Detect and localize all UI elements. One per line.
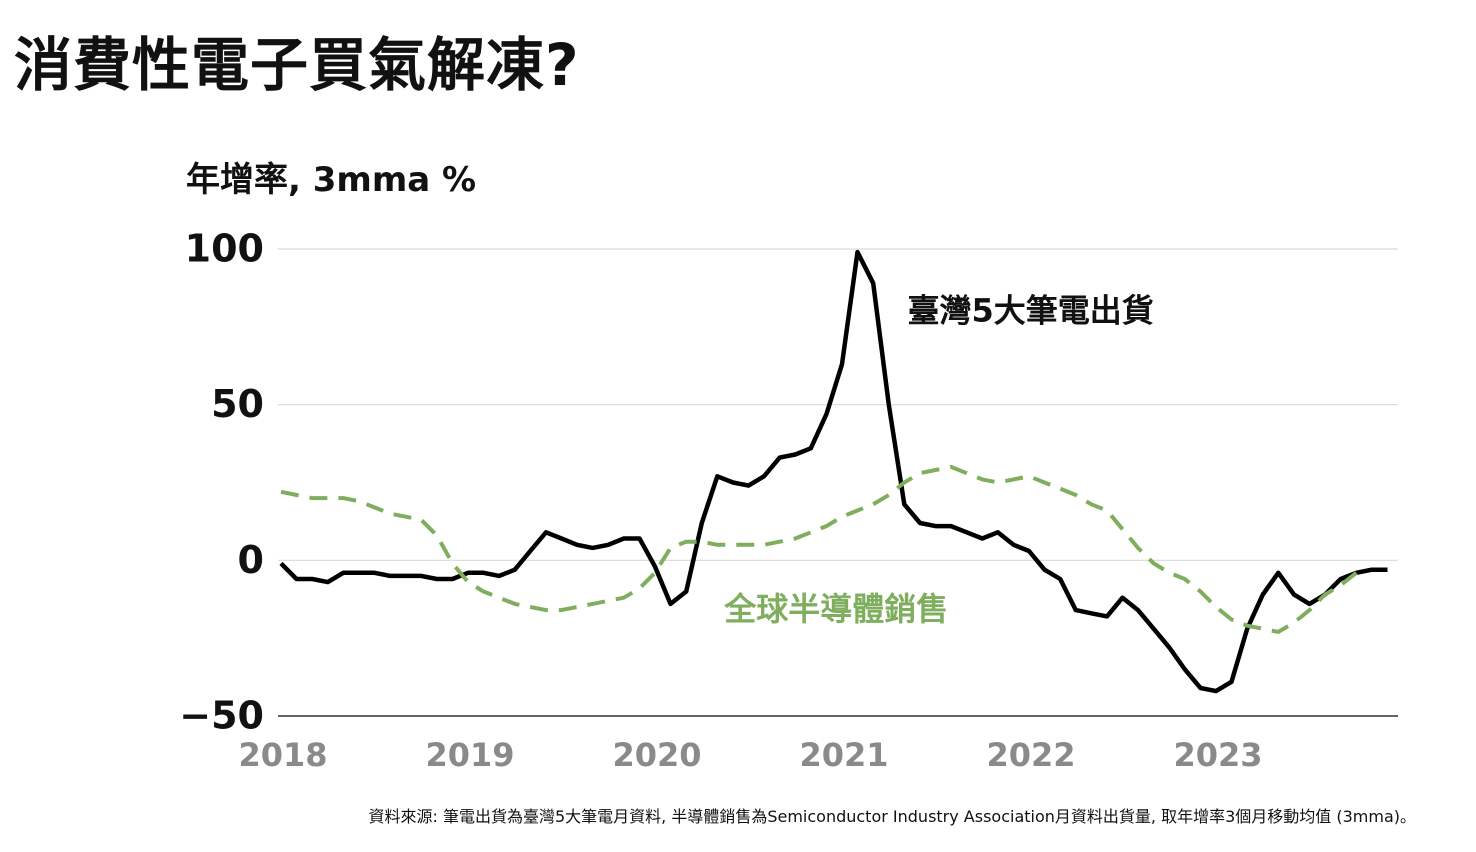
- y-tick-labels: 100 50 0 −50: [179, 227, 264, 738]
- series-label-semiconductor-sales: 全球半導體銷售: [723, 590, 948, 628]
- x-tick-label: 2021: [799, 736, 888, 774]
- y-tick-label: −50: [179, 694, 264, 738]
- page-title: 消費性電子買氣解凍?: [14, 31, 580, 99]
- x-tick-label: 2022: [986, 736, 1075, 774]
- x-tick-label: 2023: [1173, 736, 1262, 774]
- gridlines: [278, 248, 1398, 717]
- source-note: 資料來源: 筆電出貨為臺灣5大筆電月資料, 半導體銷售為Semiconducto…: [368, 807, 1417, 826]
- series-line-semiconductor-sales: [280, 464, 1358, 634]
- series-lines: [279, 249, 1388, 694]
- series-label-laptop-shipments: 臺灣5大筆電出貨: [907, 291, 1153, 329]
- y-tick-label: 0: [238, 538, 264, 582]
- y-tick-label: 50: [211, 382, 264, 426]
- y-tick-label: 100: [185, 227, 264, 271]
- x-tick-labels: 2018 2019 2020 2021 2022 2023: [238, 736, 1262, 774]
- series-line-laptop-shipments: [279, 249, 1388, 694]
- y-axis-unit-label: 年增率, 3mma %: [186, 160, 477, 200]
- x-tick-label: 2018: [238, 736, 327, 774]
- x-tick-label: 2019: [425, 736, 514, 774]
- x-tick-label: 2020: [612, 736, 701, 774]
